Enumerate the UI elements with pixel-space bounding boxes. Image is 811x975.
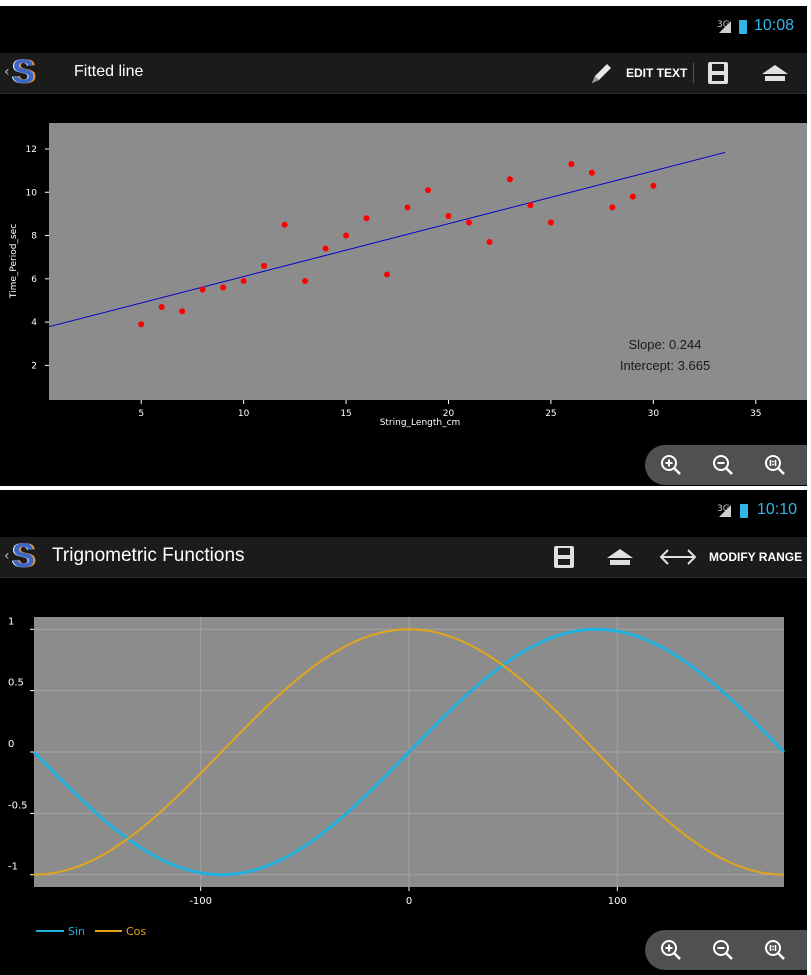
legend-sin-label: Sin — [68, 925, 85, 938]
app-logo-icon[interactable]: S — [12, 53, 35, 91]
legend-cos-label: Cos — [126, 925, 146, 938]
battery-icon — [740, 504, 748, 518]
y-tick-label: 10 — [26, 188, 38, 198]
data-point — [609, 204, 616, 211]
pencil-icon[interactable] — [588, 61, 614, 87]
y-tick-label: 6 — [31, 275, 37, 285]
app-logo-icon[interactable]: S — [12, 537, 35, 575]
y-axis-label: Time_Period_sec — [9, 224, 19, 299]
y-tick-label: 12 — [26, 145, 37, 155]
data-point — [445, 213, 452, 220]
cos-series-line — [33, 628, 785, 876]
x-tick-label: 35 — [750, 409, 761, 419]
y-tick-label: 0 — [8, 739, 14, 750]
zoom-reset-icon[interactable] — [763, 453, 787, 477]
chart-legend: Sin Cos — [36, 925, 146, 938]
y-tick-label: -0.5 — [8, 800, 28, 811]
data-point — [650, 182, 657, 189]
x-tick-label: 10 — [238, 409, 250, 419]
data-point — [629, 193, 636, 200]
y-tick-label: 8 — [31, 232, 37, 242]
x-tick-label: -100 — [189, 896, 212, 907]
zoom-controls — [645, 445, 807, 485]
up-caret-icon[interactable]: ‹ — [4, 548, 10, 564]
page-title: Fitted line — [74, 63, 144, 80]
data-point — [506, 176, 513, 183]
y-tick-label: 4 — [31, 318, 37, 328]
data-point — [220, 284, 227, 291]
plot-area — [49, 123, 807, 400]
horizontal-arrows-icon[interactable] — [658, 547, 698, 567]
status-time: 10:10 — [757, 501, 798, 518]
data-point — [179, 308, 186, 315]
data-point — [425, 187, 431, 194]
zoom-out-icon[interactable] — [711, 453, 735, 477]
data-point — [199, 286, 206, 293]
battery-icon — [739, 20, 747, 34]
up-caret-icon[interactable]: ‹ — [4, 64, 10, 80]
trig-functions-chart: 1 0.5 0 -0.5 -1 -100 0 100 Sin Cos — [8, 616, 786, 938]
intercept-label: Intercept: 3.665 — [620, 358, 710, 373]
zoom-controls — [645, 930, 807, 970]
data-point — [588, 169, 595, 176]
data-point — [240, 277, 247, 284]
data-point — [322, 245, 329, 252]
status-bar: 3G 10:08 — [0, 6, 807, 53]
data-point — [343, 232, 350, 239]
sin-series-line — [32, 627, 786, 877]
save-icon[interactable] — [707, 61, 729, 85]
data-point — [404, 204, 411, 211]
data-point — [547, 219, 554, 226]
fitted-line-screen: 3G 10:08 ‹ S Fitted line EDIT TEXT 2 4 6 8 1… — [0, 6, 807, 486]
x-tick-label: 25 — [545, 409, 556, 419]
modify-range-button[interactable]: MODIFY RANGE — [709, 550, 803, 564]
trig-functions-screen: 3G 10:10 ‹ S Trignometric Functions MODI… — [0, 490, 807, 975]
action-bar: ‹ S Fitted line EDIT TEXT — [0, 53, 807, 94]
network-indicator: 3G — [717, 20, 731, 33]
home-icon[interactable] — [760, 63, 790, 83]
data-point — [302, 277, 309, 284]
x-axis-label: String_Length_cm — [380, 418, 461, 428]
data-point — [568, 161, 575, 168]
data-point — [261, 262, 268, 269]
data-point — [138, 321, 145, 328]
x-tick-label: 5 — [138, 409, 144, 419]
y-tick-label: 2 — [31, 361, 37, 371]
x-tick-label: 0 — [406, 896, 412, 907]
data-point — [465, 219, 472, 226]
data-point — [363, 215, 370, 222]
zoom-reset-icon[interactable] — [763, 938, 787, 962]
save-icon[interactable] — [553, 545, 575, 569]
zoom-in-icon[interactable] — [659, 453, 683, 477]
status-bar: 3G 10:10 — [0, 490, 807, 537]
home-icon[interactable] — [605, 547, 635, 567]
edit-text-button[interactable]: EDIT TEXT — [626, 66, 688, 80]
status-time: 10:08 — [754, 17, 795, 34]
y-tick-label: 1 — [8, 616, 14, 627]
page-title: Trignometric Functions — [52, 545, 245, 566]
fit-line — [48, 151, 726, 328]
data-point — [527, 202, 534, 209]
y-tick-label: -1 — [8, 862, 18, 873]
data-point — [158, 303, 165, 310]
zoom-out-icon[interactable] — [711, 938, 735, 962]
action-divider — [693, 63, 694, 83]
x-tick-label: 15 — [340, 409, 351, 419]
y-tick-label: 0.5 — [8, 678, 24, 689]
action-bar: ‹ S Trignometric Functions MODIFY RANGE — [0, 537, 807, 578]
data-point — [281, 221, 288, 228]
data-point — [384, 271, 391, 278]
x-tick-label: 30 — [648, 409, 660, 419]
network-indicator: 3G — [717, 504, 731, 517]
slope-label: Slope: 0.244 — [628, 337, 701, 352]
x-tick-label: 100 — [608, 896, 627, 907]
x-tick-label: 20 — [443, 409, 455, 419]
data-point — [486, 239, 493, 246]
zoom-in-icon[interactable] — [659, 938, 683, 962]
